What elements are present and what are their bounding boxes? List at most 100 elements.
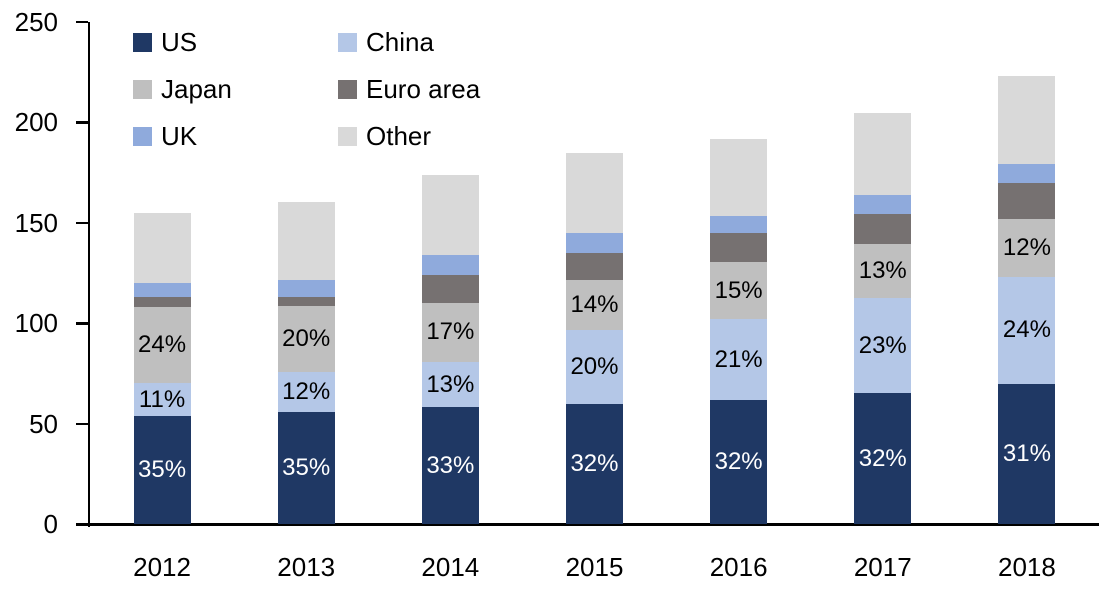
bar-value-label: 23%: [858, 331, 907, 359]
x-axis-label-2018: 2018: [997, 552, 1056, 582]
bar-segment-other-2015: [565, 153, 623, 233]
legend-item-japan: Japan: [133, 76, 232, 102]
bar-segment-us-2014: [421, 407, 479, 524]
y-axis-line: [87, 21, 90, 527]
bar-value-label: 24%: [1002, 316, 1051, 344]
y-axis-tick: [75, 121, 88, 124]
bar-segment-japan-2014: [421, 302, 479, 362]
bar-value-label: 33%: [426, 451, 475, 479]
legend-label: Euro area: [366, 74, 481, 104]
y-axis-tick-label: 0: [43, 509, 58, 539]
bar-value-label: 35%: [138, 456, 187, 484]
bar-segment-us-2015: [565, 404, 623, 524]
bar-segment-uk-2016: [710, 216, 768, 234]
y-axis-tick-label: 200: [14, 107, 58, 137]
bar-value-label: 13%: [858, 256, 907, 284]
bar-value-label: 12%: [1002, 234, 1051, 262]
bar-segment-euro-area-2012: [133, 297, 191, 307]
bar-value-label: 14%: [570, 290, 619, 318]
y-axis-tick-label: 150: [14, 207, 58, 238]
bar-segment-uk-2014: [421, 254, 479, 275]
bar-segment-other-2017: [854, 112, 912, 196]
legend-item-other: Other: [338, 123, 431, 149]
legend-item-euro-area: Euro area: [338, 76, 480, 102]
bar-value-label: 32%: [570, 450, 619, 478]
bar-segment-japan-2012: [133, 306, 191, 384]
bar-value-label: 11%: [138, 385, 186, 413]
bar-segment-china-2013: [277, 372, 335, 413]
bar-value-label: 24%: [138, 331, 187, 359]
bar-segment-china-2016: [710, 318, 768, 401]
bar-value-label: 17%: [426, 318, 475, 346]
legend-swatch-icon: [133, 79, 152, 99]
bar-segment-euro-area-2018: [998, 183, 1056, 220]
bar-value-label: 20%: [570, 353, 619, 381]
legend-label: UK: [161, 121, 198, 151]
legend-label: China: [366, 27, 434, 57]
bar-segment-china-2018: [998, 276, 1056, 385]
bar-segment-china-2014: [421, 361, 479, 408]
bar-segment-euro-area-2017: [854, 213, 912, 245]
y-axis-tick: [75, 523, 88, 526]
legend-swatch-icon: [338, 79, 357, 99]
bar-value-label: 12%: [282, 378, 331, 406]
bar-segment-japan-2016: [710, 262, 768, 319]
legend-swatch-icon: [338, 32, 357, 52]
x-axis-label-2013: 2013: [277, 552, 336, 582]
y-axis-tick: [75, 322, 88, 325]
bar-segment-euro-area-2014: [421, 274, 479, 303]
bar-segment-china-2017: [854, 297, 912, 394]
bar-segment-china-2015: [565, 330, 623, 405]
bar-segment-uk-2015: [565, 232, 623, 253]
bar-segment-uk-2017: [854, 195, 912, 214]
legend-item-uk: UK: [133, 123, 197, 149]
bar-segment-other-2013: [277, 201, 335, 281]
bar-segment-other-2014: [421, 174, 479, 255]
bar-segment-uk-2012: [133, 282, 191, 298]
bar-value-label: 32%: [858, 444, 907, 472]
bar-value-label: 21%: [714, 345, 763, 373]
bar-segment-uk-2018: [998, 164, 1056, 184]
bar-segment-euro-area-2015: [565, 252, 623, 280]
bar-value-label: 32%: [714, 448, 763, 476]
bar-value-label: 20%: [282, 325, 331, 353]
bar-value-label: 13%: [426, 370, 475, 398]
bar-segment-us-2016: [710, 400, 768, 524]
y-axis-tick: [75, 221, 88, 224]
bar-segment-other-2012: [133, 213, 191, 283]
bar-value-label: 31%: [1002, 440, 1051, 468]
y-axis-tick: [75, 422, 88, 425]
bar-value-label: 15%: [714, 276, 763, 304]
legend-label: Japan: [161, 74, 232, 104]
x-axis-label-2014: 2014: [421, 552, 480, 582]
y-axis-tick: [75, 20, 88, 23]
y-axis-tick-label: 100: [14, 308, 58, 338]
x-axis-label-2015: 2015: [565, 552, 624, 582]
bar-segment-uk-2013: [277, 280, 335, 298]
y-axis-tick-label: 50: [29, 408, 58, 439]
bar-segment-us-2013: [277, 412, 335, 524]
bar-segment-japan-2018: [998, 219, 1056, 277]
bar-segment-euro-area-2016: [710, 233, 768, 263]
legend-swatch-icon: [133, 32, 152, 52]
bar-segment-us-2017: [854, 393, 912, 524]
legend-item-us: US: [133, 29, 197, 55]
y-axis-tick-label: 250: [14, 6, 58, 37]
legend-item-china: China: [338, 29, 434, 55]
bar-segment-other-2016: [710, 139, 768, 217]
legend-swatch-icon: [338, 126, 357, 146]
bar-segment-us-2012: [133, 416, 191, 524]
x-axis-label-2012: 2012: [133, 552, 191, 582]
bar-segment-japan-2013: [277, 306, 335, 373]
legend-swatch-icon: [133, 126, 152, 146]
x-axis-label-2017: 2017: [853, 552, 912, 582]
bar-segment-china-2012: [133, 383, 191, 417]
bar-value-label: 35%: [282, 454, 331, 482]
x-axis-line: [87, 523, 1099, 526]
bar-segment-us-2018: [998, 384, 1056, 524]
bar-segment-other-2018: [998, 75, 1056, 165]
x-axis-label-2016: 2016: [709, 552, 768, 582]
legend-label: US: [161, 27, 198, 57]
legend-label: Other: [366, 121, 432, 151]
